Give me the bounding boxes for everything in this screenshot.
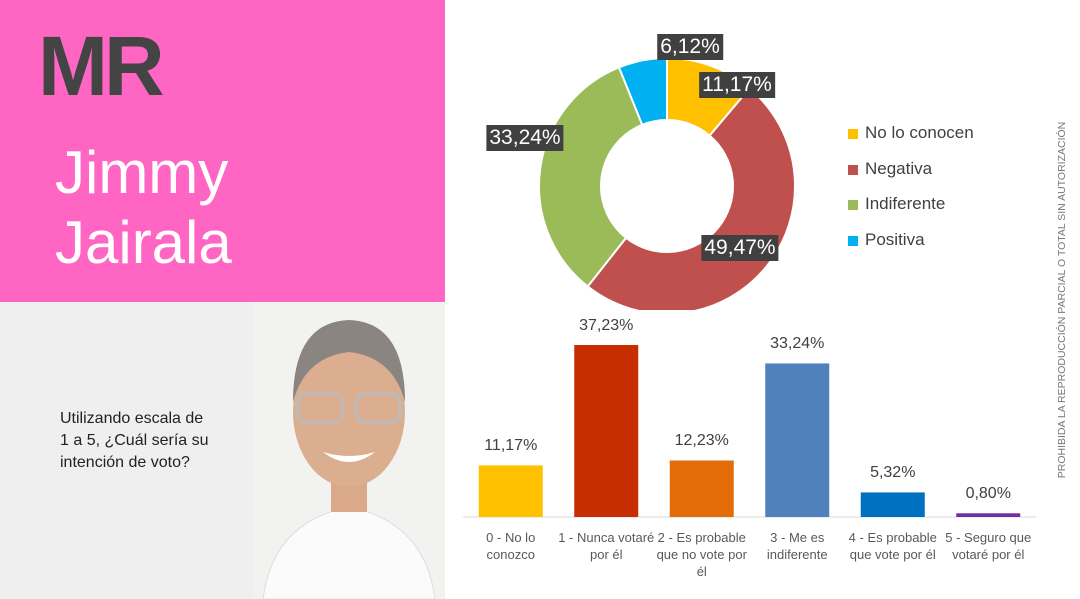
data-label: 33,24%: [486, 125, 564, 151]
legend-label: Negativa: [865, 158, 933, 178]
x-tick-label: 3 - Me es indiferente: [766, 530, 828, 562]
x-tick-label: 4 - Es probable que vote por él: [848, 530, 937, 562]
bar-chart: [463, 344, 1036, 518]
photo: [253, 302, 445, 599]
data-label: 11,17%: [484, 437, 538, 455]
question: Utilizando escala de 1 a 5, ¿Cuál sería …: [60, 410, 209, 471]
legend-swatch: [848, 129, 858, 139]
x-tick-label: 2 - Es probable que no vote por él: [656, 530, 747, 579]
legend-swatch: [848, 200, 858, 211]
x-tick-label: 1 - Nunca votaré por él: [558, 530, 655, 562]
data-label: 33,24%: [770, 335, 825, 353]
logo: MR: [38, 19, 165, 113]
question-panel: [0, 302, 253, 599]
data-label: 6,12%: [657, 34, 723, 60]
header-panel: [0, 0, 445, 302]
bar: [956, 513, 1021, 517]
legend-label: Indiferente: [865, 194, 946, 214]
data-label: 5,32%: [870, 464, 916, 482]
legend-label: Positiva: [865, 230, 925, 250]
legend-swatch: [848, 236, 858, 247]
donut-segment: [538, 66, 644, 288]
side-note: PROHIBIDA LA REPRODUCCIÓN PARCIAL O TOTA…: [1056, 121, 1068, 479]
data-label: 0,80%: [965, 485, 1011, 503]
data-label: 11,17%: [699, 72, 775, 98]
bar: [860, 492, 925, 517]
candidate-name: Jimmy Jairala: [55, 139, 232, 276]
data-label: 49,47%: [701, 235, 779, 261]
legend-label: No lo conocen: [865, 123, 974, 142]
bar: [574, 344, 639, 517]
bar: [765, 363, 830, 517]
data-label: 12,23%: [674, 432, 729, 450]
data-label: 37,23%: [579, 316, 634, 334]
x-tick-label: 0 - No lo conozco: [486, 530, 536, 562]
bar: [478, 465, 543, 517]
x-tick-label: 5 - Seguro que votaré por él: [945, 530, 1032, 562]
legend-swatch: [848, 164, 858, 175]
bar: [669, 460, 734, 517]
